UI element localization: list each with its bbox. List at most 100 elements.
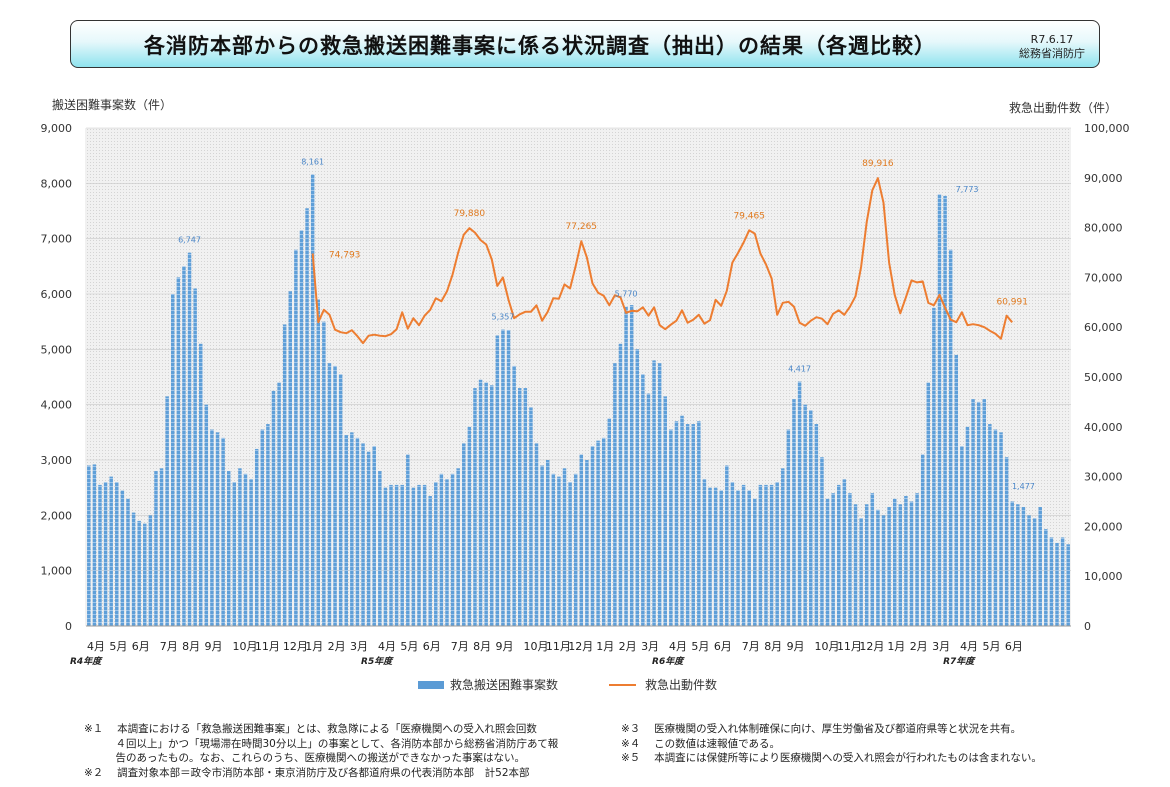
bar <box>920 454 925 626</box>
bar <box>238 468 242 626</box>
agency-text: 総務省消防庁 <box>1019 47 1085 60</box>
bar <box>635 349 639 626</box>
bar <box>590 446 595 626</box>
x-month-label: 1月 <box>305 640 323 653</box>
bar <box>176 277 181 626</box>
bar <box>1060 537 1065 626</box>
x-month-label: 4月 <box>378 640 396 653</box>
bar <box>691 424 695 626</box>
bar <box>417 484 421 626</box>
bar <box>120 490 125 626</box>
bar <box>372 446 376 626</box>
y-axis-right-title: 救急出動件数（件） <box>1009 100 1117 115</box>
bar <box>271 390 276 626</box>
bar <box>1049 537 1054 626</box>
bar <box>915 493 919 626</box>
data-label: 74,793 <box>329 251 361 261</box>
bar <box>478 379 483 626</box>
bar <box>389 484 393 626</box>
bar <box>333 365 337 626</box>
bar <box>450 473 455 626</box>
x-month-label: 6月 <box>714 640 732 653</box>
x-month-label: 5月 <box>982 640 1000 653</box>
x-month-label: 6月 <box>1005 640 1023 653</box>
bar <box>568 482 572 626</box>
bar <box>1055 543 1059 626</box>
bar <box>624 306 628 626</box>
bar <box>775 482 779 626</box>
bar <box>344 435 348 626</box>
data-label: 7,773 <box>956 185 979 194</box>
bar <box>148 515 153 626</box>
bar <box>394 484 399 626</box>
y-tick-left: 4,000 <box>41 399 73 412</box>
bar <box>484 382 488 626</box>
legend-bar-label: 救急搬送困難事案数 <box>450 677 558 692</box>
bar <box>585 460 589 626</box>
bar <box>954 354 959 626</box>
bar <box>758 484 763 626</box>
y-tick-left: 3,000 <box>41 454 73 467</box>
bar <box>993 429 998 626</box>
bar <box>892 498 897 626</box>
bar <box>960 446 964 626</box>
bar <box>551 473 556 626</box>
bar <box>747 490 751 626</box>
bar <box>820 457 824 626</box>
x-month-label: 8月 <box>764 640 782 653</box>
data-label: 5,357 <box>491 313 514 322</box>
x-month-label: 11月 <box>837 640 862 653</box>
y-tick-right: 90,000 <box>1084 172 1123 185</box>
bar <box>814 424 819 626</box>
fiscal-year-label: R5年度 <box>361 656 394 667</box>
bar <box>792 399 796 626</box>
bar <box>937 194 942 626</box>
bar <box>1016 504 1020 626</box>
bar <box>529 407 533 626</box>
x-month-label: 1月 <box>887 640 905 653</box>
y-axis-left-title: 搬送困難事案数（件） <box>52 97 172 112</box>
bar <box>361 443 365 626</box>
data-label: 77,265 <box>566 222 598 232</box>
bar <box>657 363 662 626</box>
bar <box>171 294 175 626</box>
bar <box>126 498 130 626</box>
bar <box>825 498 830 626</box>
data-label: 8,161 <box>301 157 324 166</box>
fiscal-year-label: R7年度 <box>943 656 976 667</box>
x-month-label: 6月 <box>423 640 441 653</box>
x-month-label: 11月 <box>546 640 571 653</box>
x-month-label: 10月 <box>815 640 840 653</box>
bar <box>506 329 511 626</box>
bar <box>322 321 326 626</box>
y-tick-left: 5,000 <box>41 343 73 356</box>
note-line: ※５ 本調査には保健所等により医療機関への受入れ照会が行われたものは含まれない。 <box>621 752 1042 764</box>
bar <box>366 451 371 626</box>
bar <box>652 360 656 626</box>
bar <box>887 507 891 626</box>
bar <box>730 482 735 626</box>
bar <box>988 424 992 626</box>
title-date-block: R7.6.17 総務省消防庁 <box>1019 33 1085 61</box>
bar <box>741 484 746 626</box>
data-label: 6,747 <box>178 236 201 245</box>
bar <box>137 520 141 626</box>
y-tick-left: 2,000 <box>41 509 73 522</box>
bar <box>187 252 192 626</box>
y-tick-right: 20,000 <box>1084 520 1123 533</box>
bar <box>573 473 578 626</box>
bar <box>719 490 723 626</box>
bar <box>288 291 293 626</box>
bar <box>378 471 382 626</box>
bar <box>680 415 684 626</box>
x-month-label: 3月 <box>641 640 659 653</box>
bar <box>98 484 102 626</box>
bar <box>909 501 914 626</box>
x-month-label: 9月 <box>787 640 805 653</box>
date-text: R7.6.17 <box>1030 33 1074 46</box>
data-label: 79,465 <box>733 211 765 221</box>
bar <box>926 382 931 626</box>
bar <box>316 299 320 626</box>
bar <box>523 388 528 626</box>
x-month-label: 7月 <box>451 640 469 653</box>
